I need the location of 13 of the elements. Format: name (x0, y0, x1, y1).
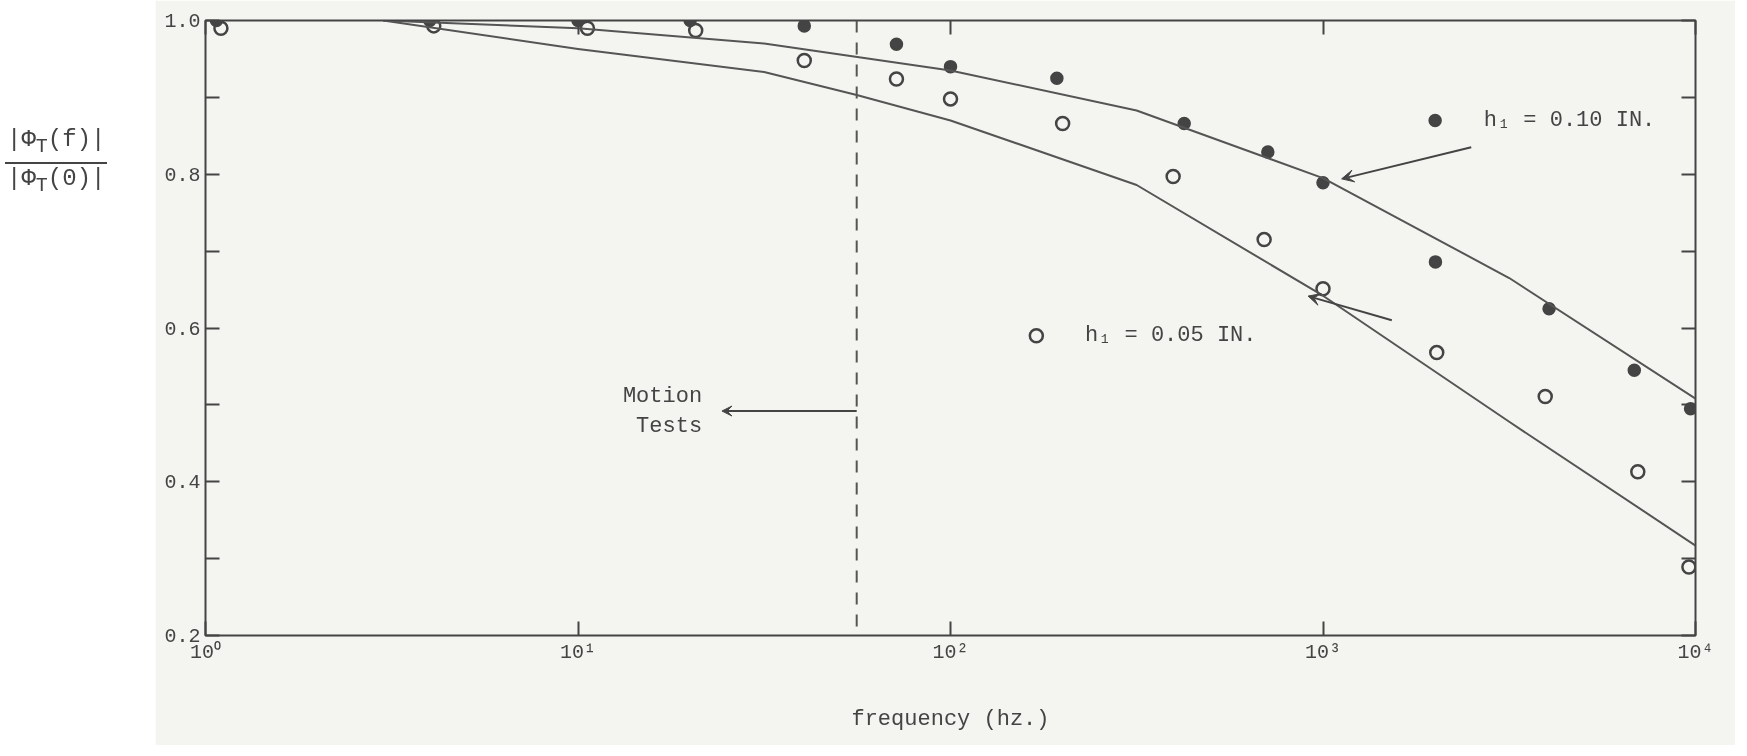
x-tick-label: 10² (932, 640, 969, 664)
x-tick-label: 10⁴ (1677, 640, 1714, 664)
x-tick-label: 10³ (1305, 640, 1342, 664)
y-tick-label: 0.8 (164, 163, 201, 187)
x-axis-title: frequency (hz.) (851, 706, 1050, 732)
y-tick-label: 0.4 (164, 471, 201, 495)
legend-label: h₁ = 0.05 IN. (1084, 323, 1257, 349)
ref-line-label: Motion Tests (622, 383, 703, 439)
y-tick-label: 0.6 (164, 317, 201, 341)
y-axis-title: |Φ$_{T}$(f)| |Φ$_{T}$(0)| (6, 125, 107, 199)
legend-label: h₁ = 0.10 IN. (1483, 107, 1656, 133)
y-tick-label: 1.0 (164, 10, 201, 33)
x-tick-label: 10¹ (560, 640, 597, 664)
